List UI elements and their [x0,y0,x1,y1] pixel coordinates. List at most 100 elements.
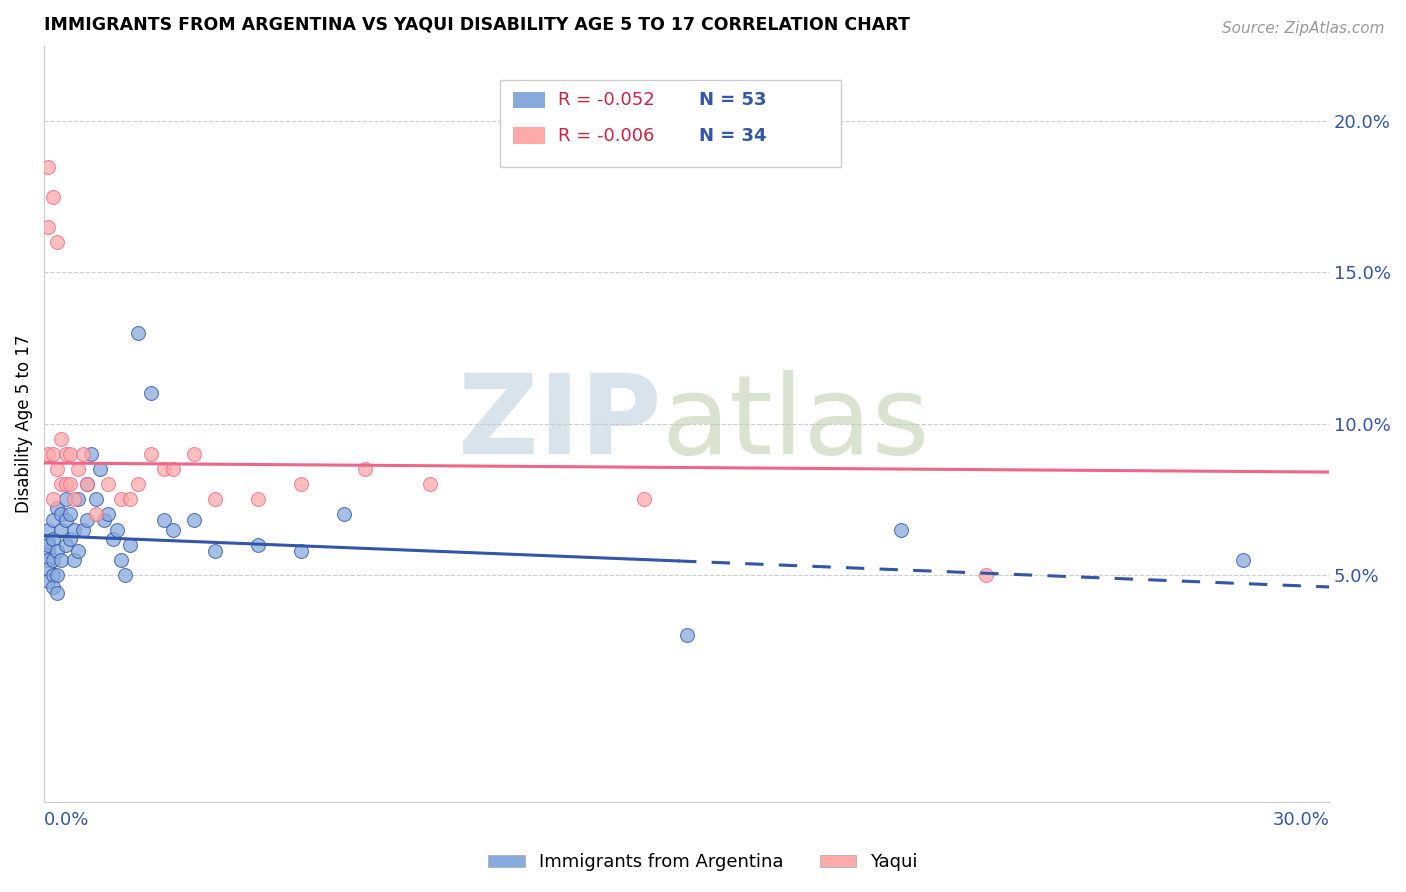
Point [41,447,63,461]
Point [72,447,94,461]
Point [105,523,128,537]
Point [37,574,59,588]
Point [247,492,270,507]
Point [247,538,270,552]
Point [89,462,111,476]
Point [55,513,77,527]
FancyBboxPatch shape [501,79,841,167]
Point [162,462,184,476]
Point [46,235,69,250]
Point [76,477,98,491]
Point [290,543,312,558]
Text: ZIP: ZIP [457,370,661,477]
Point [633,492,655,507]
Point [41,513,63,527]
Point [41,492,63,507]
Bar [513,92,546,109]
Point [76,477,98,491]
Point [127,326,149,340]
Point [110,553,132,567]
Point [37,538,59,552]
Point [419,477,441,491]
Point [183,447,205,461]
Text: N = 34: N = 34 [699,127,768,145]
Point [97,477,120,491]
Point [67,462,90,476]
Text: R = -0.006: R = -0.006 [558,127,655,145]
Point [46,543,69,558]
Point [51,523,73,537]
Point [46,501,69,516]
Point [46,462,69,476]
Point [80,447,103,461]
Legend: Immigrants from Argentina, Yaqui: Immigrants from Argentina, Yaqui [481,847,925,879]
Point [114,567,136,582]
Point [67,543,90,558]
Point [37,160,59,174]
Point [59,447,82,461]
Point [141,386,163,401]
Y-axis label: Disability Age 5 to 17: Disability Age 5 to 17 [15,334,32,513]
Text: Source: ZipAtlas.com: Source: ZipAtlas.com [1222,21,1385,36]
Point [204,543,226,558]
Point [63,523,86,537]
Point [118,538,141,552]
Text: IMMIGRANTS FROM ARGENTINA VS YAQUI DISABILITY AGE 5 TO 17 CORRELATION CHART: IMMIGRANTS FROM ARGENTINA VS YAQUI DISAB… [44,15,910,33]
Point [84,492,107,507]
Point [153,513,176,527]
Point [153,462,176,476]
Point [976,567,998,582]
Point [41,532,63,546]
Point [37,447,59,461]
Point [59,477,82,491]
Point [59,532,82,546]
Point [76,513,98,527]
Point [890,523,912,537]
Point [72,523,94,537]
Point [110,492,132,507]
Point [55,477,77,491]
Point [41,580,63,594]
Point [63,553,86,567]
Point [46,567,69,582]
Point [1232,553,1254,567]
Point [118,492,141,507]
Point [46,586,69,600]
Point [51,477,73,491]
Point [141,447,163,461]
Point [37,543,59,558]
Point [41,567,63,582]
Point [41,553,63,567]
Point [51,432,73,446]
Point [290,477,312,491]
Text: R = -0.052: R = -0.052 [558,91,655,109]
Point [51,508,73,522]
Point [59,508,82,522]
Point [127,477,149,491]
Text: atlas: atlas [661,370,929,477]
Point [67,492,90,507]
Point [675,628,697,642]
Point [37,220,59,235]
Point [51,553,73,567]
Bar [513,128,546,144]
Point [37,553,59,567]
Text: 0.0%: 0.0% [44,811,90,829]
Point [55,538,77,552]
Point [333,508,356,522]
Point [84,508,107,522]
Point [97,508,120,522]
Point [183,513,205,527]
Point [101,532,124,546]
Point [93,513,115,527]
Point [55,492,77,507]
Point [55,447,77,461]
Text: N = 53: N = 53 [699,91,768,109]
Point [204,492,226,507]
Point [354,462,377,476]
Point [37,562,59,576]
Point [37,523,59,537]
Text: 30.0%: 30.0% [1272,811,1329,829]
Point [41,190,63,204]
Point [63,492,86,507]
